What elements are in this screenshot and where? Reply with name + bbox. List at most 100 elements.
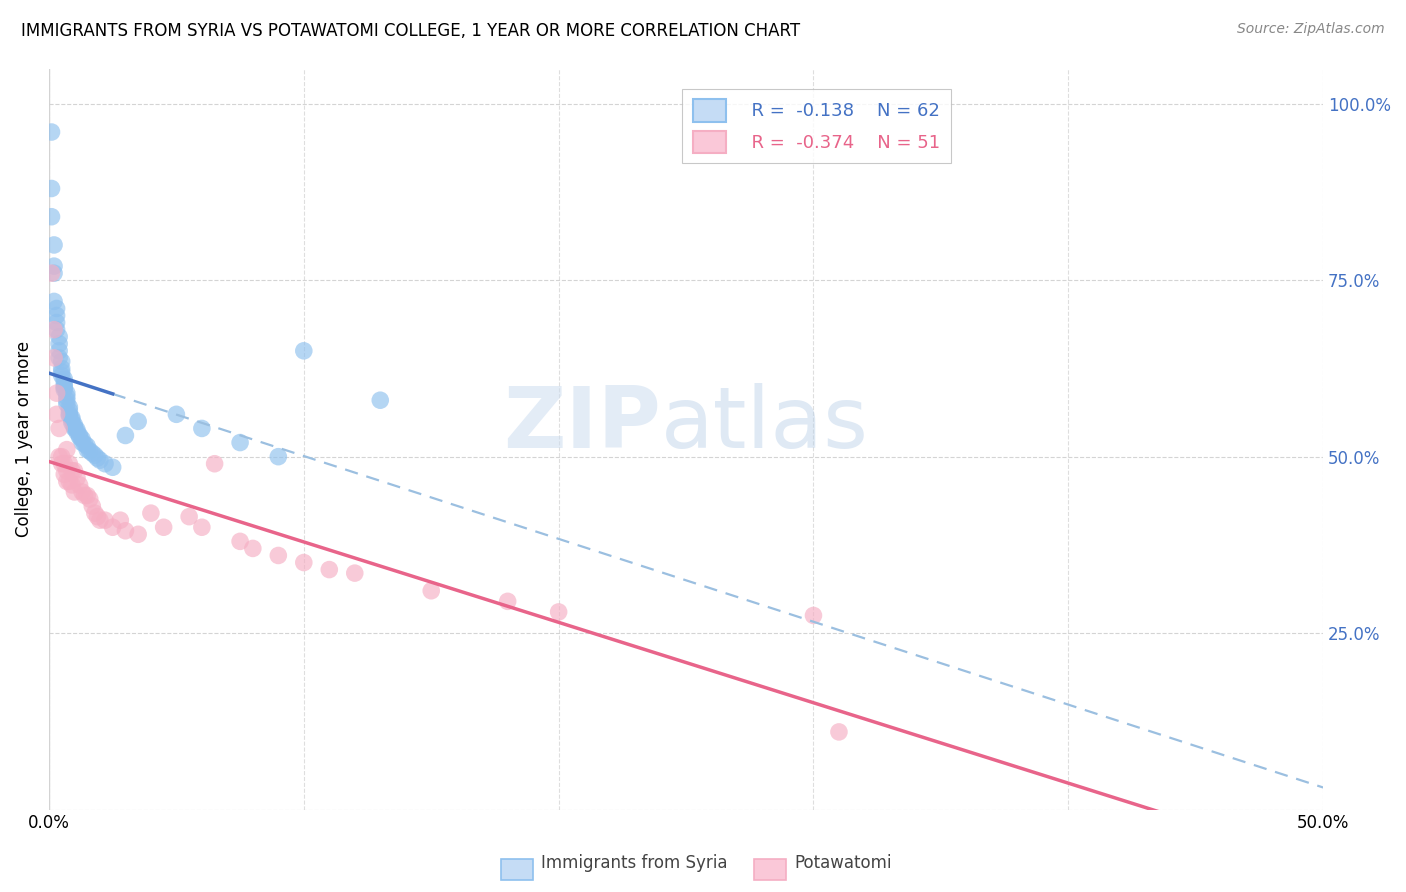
Point bbox=[48, 343, 70, 358]
Point bbox=[51, 365, 73, 379]
Point bbox=[69, 478, 91, 492]
Point bbox=[53, 379, 76, 393]
Point bbox=[83, 448, 105, 462]
Point bbox=[420, 583, 443, 598]
Point bbox=[60, 410, 83, 425]
Point bbox=[229, 534, 252, 549]
Text: Immigrants from Syria: Immigrants from Syria bbox=[541, 855, 728, 872]
Y-axis label: College, 1 year or more: College, 1 year or more bbox=[15, 341, 32, 537]
Point bbox=[53, 372, 76, 386]
Point bbox=[48, 450, 70, 464]
Point bbox=[42, 323, 65, 337]
Point bbox=[53, 376, 76, 390]
Point bbox=[66, 471, 89, 485]
Point bbox=[94, 457, 117, 471]
Point bbox=[51, 457, 73, 471]
Point bbox=[82, 446, 104, 460]
Point bbox=[51, 361, 73, 376]
Point bbox=[242, 541, 264, 556]
Point bbox=[267, 549, 290, 563]
Point bbox=[70, 432, 93, 446]
Point bbox=[42, 238, 65, 252]
Point bbox=[51, 354, 73, 368]
Point bbox=[70, 485, 93, 500]
Point bbox=[48, 421, 70, 435]
Point bbox=[89, 513, 111, 527]
Point bbox=[66, 425, 89, 439]
Point bbox=[63, 420, 86, 434]
Point bbox=[70, 435, 93, 450]
Point bbox=[56, 390, 79, 404]
Point bbox=[48, 329, 70, 343]
Point bbox=[63, 421, 86, 435]
Point bbox=[60, 413, 83, 427]
Point bbox=[82, 499, 104, 513]
Point bbox=[292, 556, 315, 570]
Point bbox=[41, 125, 63, 139]
Point bbox=[76, 439, 98, 453]
Point bbox=[58, 475, 80, 489]
Point bbox=[110, 513, 132, 527]
Point bbox=[48, 351, 70, 365]
Point bbox=[41, 266, 63, 280]
Point bbox=[42, 294, 65, 309]
Point bbox=[45, 301, 67, 316]
Point bbox=[45, 316, 67, 330]
Point bbox=[76, 442, 98, 457]
Point bbox=[76, 488, 98, 502]
Point bbox=[45, 323, 67, 337]
Legend:   R =  -0.138    N = 62,   R =  -0.374    N = 51: R = -0.138 N = 62, R = -0.374 N = 51 bbox=[682, 88, 950, 163]
Point bbox=[42, 259, 65, 273]
Point bbox=[343, 566, 366, 581]
Point bbox=[58, 407, 80, 421]
Point bbox=[41, 181, 63, 195]
Point bbox=[79, 444, 101, 458]
Point bbox=[86, 451, 108, 466]
Point bbox=[139, 506, 162, 520]
Point bbox=[51, 368, 73, 383]
Point bbox=[45, 309, 67, 323]
Point bbox=[69, 430, 91, 444]
FancyBboxPatch shape bbox=[501, 859, 533, 880]
Point bbox=[58, 457, 80, 471]
Point bbox=[318, 563, 340, 577]
Point bbox=[803, 608, 825, 623]
Text: atlas: atlas bbox=[661, 383, 869, 466]
Point bbox=[73, 437, 96, 451]
Point bbox=[45, 407, 67, 421]
Text: Source: ZipAtlas.com: Source: ZipAtlas.com bbox=[1237, 22, 1385, 37]
Point bbox=[828, 725, 851, 739]
Point bbox=[191, 421, 214, 435]
Point bbox=[56, 393, 79, 408]
Point bbox=[204, 457, 226, 471]
Point bbox=[58, 404, 80, 418]
Point bbox=[127, 414, 149, 428]
Point bbox=[83, 506, 105, 520]
Point bbox=[63, 417, 86, 432]
Point bbox=[547, 605, 569, 619]
Point bbox=[56, 386, 79, 401]
Point bbox=[496, 594, 519, 608]
Point bbox=[60, 464, 83, 478]
Point bbox=[292, 343, 315, 358]
Point bbox=[56, 442, 79, 457]
Text: ZIP: ZIP bbox=[503, 383, 661, 466]
Point bbox=[127, 527, 149, 541]
Point bbox=[63, 485, 86, 500]
Point bbox=[114, 524, 136, 538]
Point bbox=[368, 393, 391, 408]
Point bbox=[101, 520, 124, 534]
Point bbox=[165, 407, 187, 421]
Text: Potawatomi: Potawatomi bbox=[794, 855, 891, 872]
Point bbox=[53, 383, 76, 397]
Point bbox=[58, 409, 80, 423]
Point bbox=[66, 423, 89, 437]
Point bbox=[73, 488, 96, 502]
Point bbox=[89, 453, 111, 467]
Point bbox=[42, 266, 65, 280]
Point bbox=[53, 467, 76, 482]
Point bbox=[53, 457, 76, 471]
Point bbox=[58, 401, 80, 415]
Point bbox=[48, 336, 70, 351]
Point bbox=[63, 464, 86, 478]
